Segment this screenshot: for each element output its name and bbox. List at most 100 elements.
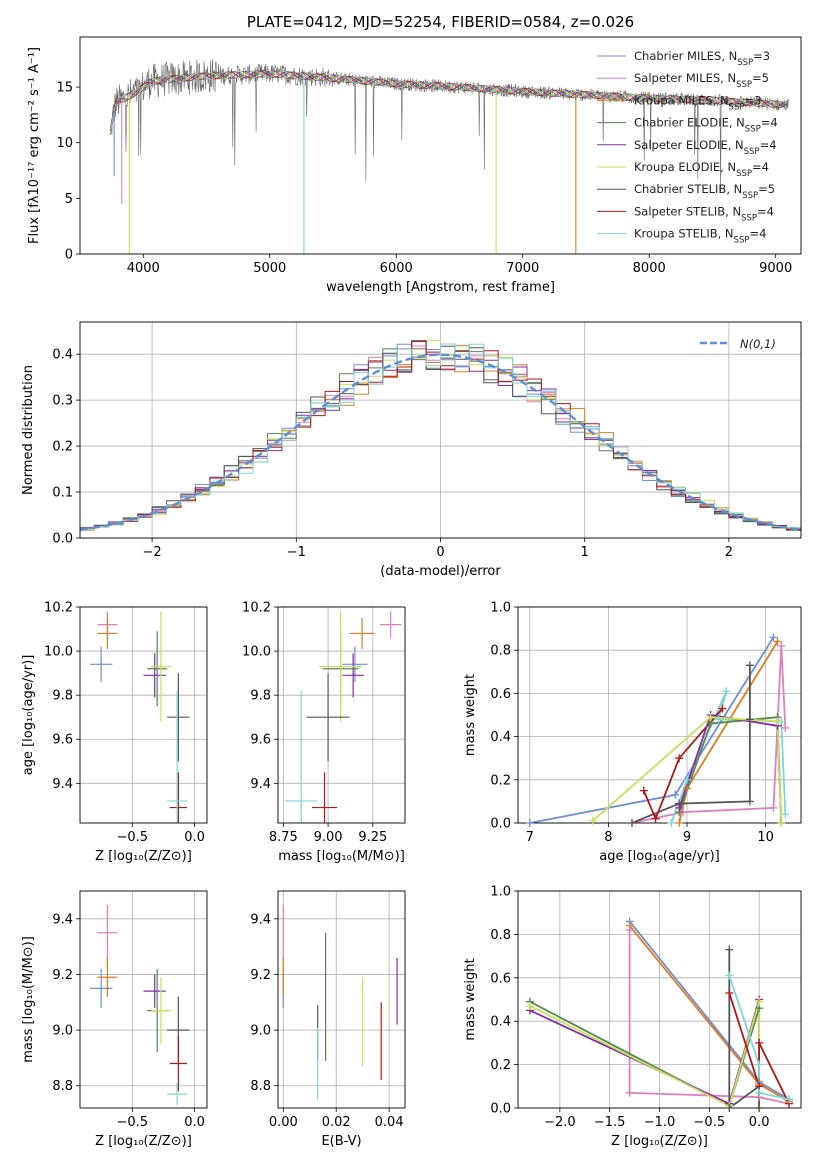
legend-entry: N(0,1)	[740, 337, 776, 351]
weight-line-salpeter-miles	[631, 645, 787, 823]
legend-entry: Salpeter MILES, NSSP=5	[634, 71, 769, 90]
weight-marker	[722, 687, 731, 696]
x-axis-label: (data-model)/error	[380, 564, 501, 579]
weight-marker	[755, 1088, 764, 1097]
axes-frame	[79, 606, 208, 824]
y-tick-label: 9.4	[250, 912, 271, 927]
y-tick-label: 0	[65, 248, 73, 263]
x-tick-label: 1	[581, 545, 589, 560]
panel-mass-vs-Z: −0.5 0.0 8.8 9.0 9.2 9.4 Z [log₁₀(Z/Z⊙)] mass […	[21, 890, 208, 1149]
x-tick-label: −0.5	[117, 1115, 149, 1130]
x-tick-label: −1.0	[644, 1115, 676, 1130]
panel-weight-vs-Z: −2.0 −1.5 −1.0 −0.5 0.0 0.0 0.2 0.4 0.6 0.8 1.0 Z […	[463, 885, 802, 1149]
legend-entry: Kroupa STELIB, NSSP=4	[634, 227, 766, 246]
x-tick-label: 0.0	[749, 1115, 770, 1130]
y-tick-label: 0.0	[490, 1102, 511, 1117]
weight-line-salpeter-miles	[628, 930, 790, 1105]
weight-marker	[651, 814, 660, 823]
plot-area	[80, 340, 801, 533]
y-tick-label: 9.0	[52, 1024, 73, 1039]
x-tick-label: 7000	[506, 261, 539, 276]
weight-line-chabrier-stelib	[728, 949, 760, 1108]
weight-marker	[627, 819, 636, 827]
y-tick-label: 1.0	[490, 601, 511, 616]
weight-marker	[755, 997, 764, 1006]
weight-line-salpeter-stelib	[642, 707, 724, 822]
x-tick-label: 8	[604, 830, 612, 845]
model-fit-kroupa-elodie	[110, 69, 788, 134]
weight-line-chabrier-elodie	[529, 1000, 760, 1108]
weight-marker	[675, 754, 684, 763]
y-tick-label: 9.4	[52, 912, 73, 927]
weight-marker	[588, 816, 597, 825]
legend-entry: Salpeter ELODIE, NSSP=4	[634, 138, 777, 157]
weight-marker	[777, 641, 786, 650]
weight-line-kroupa-elodie	[592, 716, 783, 823]
y-tick-label: 1.0	[490, 885, 511, 900]
panel-age-vs-mass: 8.75 9.00 9.25 9.4 9.6 9.8 10.0 10.2 mass [log₁₀…	[242, 601, 406, 864]
weight-marker	[683, 775, 692, 784]
axes-frame	[517, 606, 802, 824]
y-tick-label: 10.0	[242, 645, 271, 660]
model-fit-salpeter-stelib	[110, 70, 788, 129]
weight-marker	[625, 926, 634, 935]
panel-residuals: −2 −1 0 1 2 0.0 0.1 0.2 0.3 0.4 (data-model)/error…	[21, 321, 802, 579]
x-tick-label: 10	[757, 830, 774, 845]
weight-marker	[725, 988, 734, 997]
weight-line-chabrier-miles	[529, 636, 775, 823]
y-axis-label: mass weight	[463, 958, 478, 1040]
weight-marker	[667, 819, 676, 827]
y-axis-label: Normed distribution	[21, 365, 36, 495]
histogram-kroupa-stelib	[80, 343, 801, 532]
x-tick-label: 0.00	[269, 1115, 298, 1130]
legend: Chabrier MILES, NSSP=3 Salpeter MILES, NS…	[597, 49, 778, 246]
chart-title: PLATE=0412, MJD=52254, FIBERID=0584, z=0…	[247, 13, 634, 31]
weight-marker	[725, 945, 734, 954]
legend-entry: Chabrier ELODIE, NSSP=4	[634, 116, 778, 135]
y-tick-label: 0.2	[52, 440, 73, 455]
weight-line-kroupa-elodie	[529, 1001, 760, 1108]
x-tick-label: 2	[725, 545, 733, 560]
weight-marker	[755, 1060, 764, 1069]
weight-marker	[773, 717, 782, 726]
plot-area	[282, 904, 398, 1100]
y-tick-label: 0.2	[490, 773, 511, 788]
weight-marker	[675, 819, 684, 827]
y-tick-label: 0.0	[490, 817, 511, 832]
y-tick-label: 9.6	[52, 733, 73, 748]
y-tick-label: 9.4	[52, 777, 73, 792]
y-tick-label: 10	[56, 136, 73, 151]
y-tick-label: 9.4	[250, 777, 271, 792]
plot-area	[285, 611, 402, 823]
weight-marker	[525, 1002, 534, 1011]
x-tick-label: 9.00	[314, 830, 343, 845]
x-axis-label: Z [log₁₀(Z/Z⊙)]	[611, 1134, 708, 1149]
x-tick-label: −0.5	[694, 1115, 726, 1130]
y-tick-label: 15	[56, 81, 73, 96]
weight-marker	[718, 704, 727, 713]
axes-frame	[79, 36, 802, 255]
y-tick-label: 0.4	[490, 730, 511, 745]
x-axis-label: age [log₁₀(age/yr)]	[599, 849, 720, 864]
y-axis-label: mass [log₁₀(M/M⊙)]	[21, 936, 36, 1063]
weight-marker	[755, 1038, 764, 1047]
y-tick-label: 5	[65, 192, 73, 207]
weight-marker	[785, 1095, 794, 1104]
x-tick-label: 4000	[127, 261, 160, 276]
x-tick-label: −2	[143, 545, 162, 560]
weight-marker	[769, 803, 778, 812]
x-tick-label: 0.0	[184, 1115, 205, 1130]
weight-marker	[671, 790, 680, 799]
x-tick-label: 0	[436, 545, 444, 560]
y-tick-label: 0.6	[490, 687, 511, 702]
x-tick-label: 8000	[633, 261, 666, 276]
legend-entry: Chabrier STELIB, NSSP=5	[634, 182, 775, 201]
weight-marker	[675, 803, 684, 812]
y-tick-label: 9.2	[52, 968, 73, 983]
weight-line-salpeter-elodie	[529, 999, 760, 1108]
y-tick-label: 0.2	[490, 1058, 511, 1073]
normal-reference-curve	[80, 353, 801, 532]
panel-mass-vs-EBV: 0.00 0.02 0.04 8.8 9.0 9.2 9.4 E(B-V)	[250, 890, 406, 1149]
weight-marker	[745, 797, 754, 806]
